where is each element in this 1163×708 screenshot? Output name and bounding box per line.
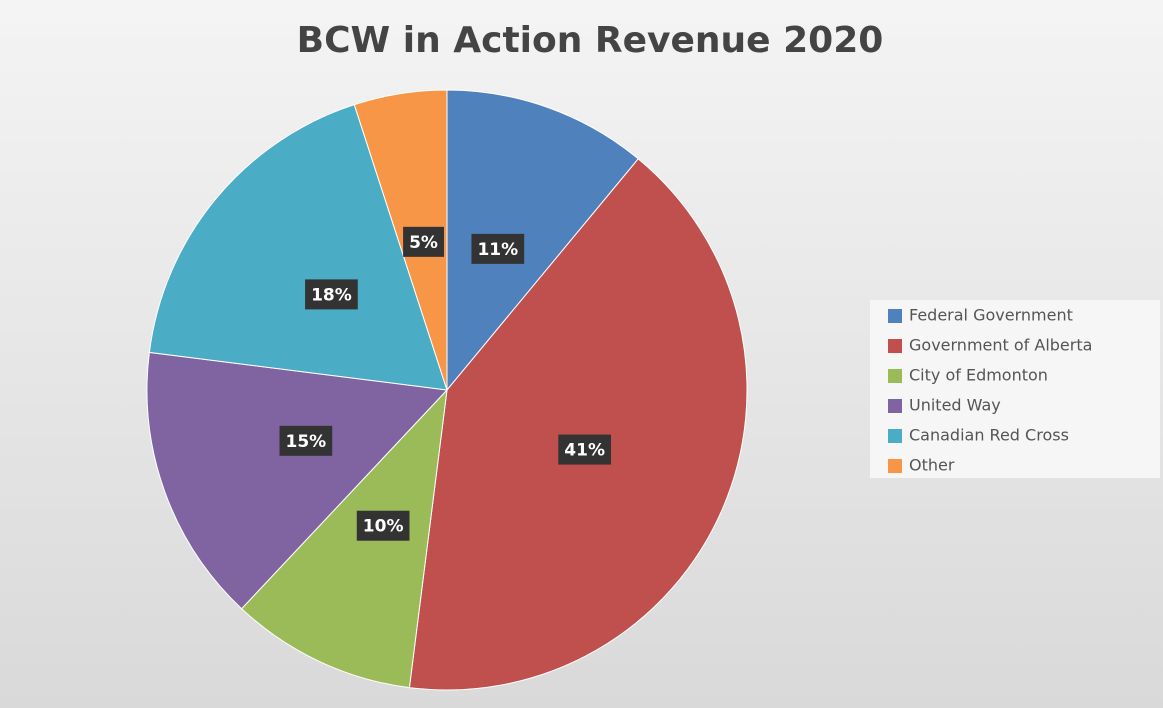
data-label-bg (558, 434, 612, 465)
legend-swatch (888, 429, 902, 443)
legend-swatch (888, 459, 902, 473)
legend-box (870, 300, 1160, 478)
pie-slice (446, 89, 639, 392)
legend-swatch (888, 369, 902, 383)
legend-label: Other (909, 456, 955, 475)
legend-swatch (888, 399, 902, 413)
data-label-bg (305, 279, 358, 310)
pie-slice (408, 158, 748, 691)
pie-slice (353, 89, 448, 391)
data-label: 10% (363, 517, 404, 537)
data-label: 11% (477, 240, 518, 260)
legend-label: City of Edmonton (909, 366, 1048, 385)
legend-label: Federal Government (909, 306, 1073, 325)
data-label-bg (279, 425, 333, 456)
pie-slice (146, 351, 449, 610)
data-label-bg (356, 510, 410, 541)
data-label-bg (403, 226, 444, 257)
pie-slice (240, 388, 448, 689)
data-label: 18% (311, 285, 352, 305)
data-label: 15% (286, 432, 327, 452)
data-label: 5% (409, 233, 438, 253)
data-label: 41% (564, 441, 605, 461)
legend-swatch (888, 339, 902, 353)
data-label-bg (471, 233, 525, 264)
legend-swatch (888, 309, 902, 323)
pie-slice (148, 104, 448, 391)
legend-label: Government of Alberta (909, 336, 1092, 355)
legend-label: United Way (909, 396, 1001, 415)
chart-title: BCW in Action Revenue 2020 (297, 20, 884, 61)
legend-label: Canadian Red Cross (909, 426, 1069, 445)
